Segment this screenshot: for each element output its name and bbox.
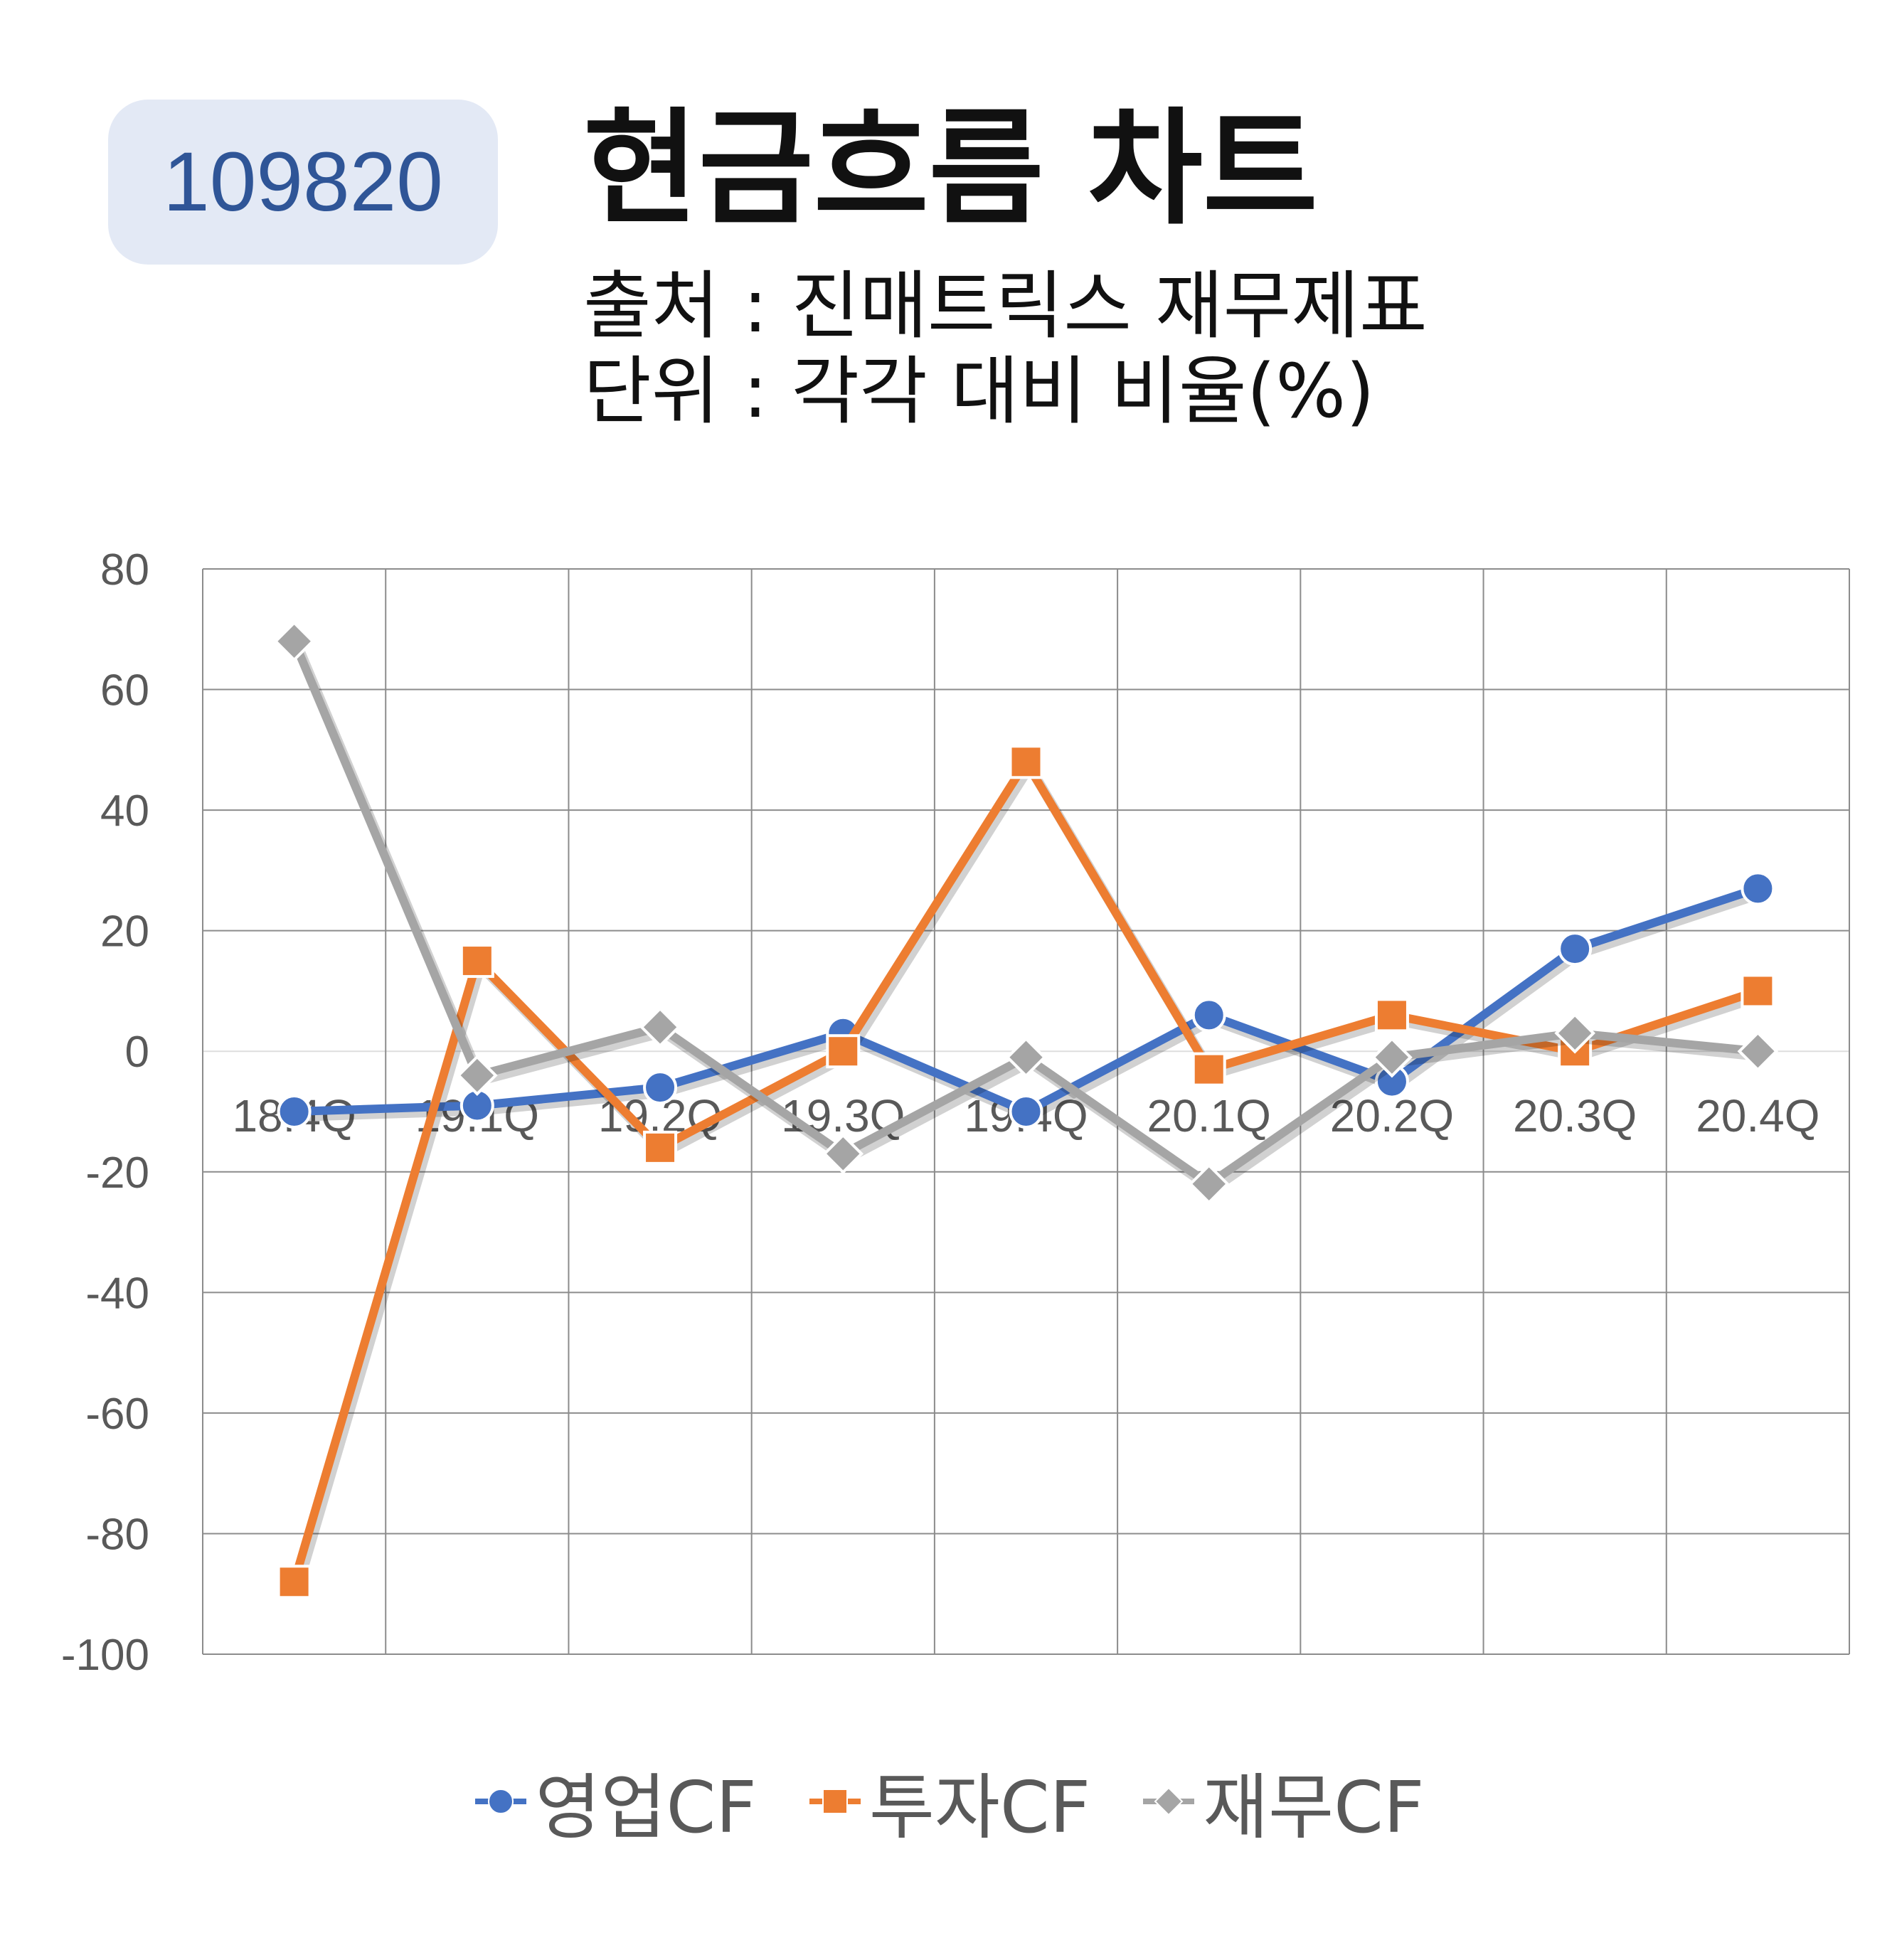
data-point (1374, 998, 1409, 1033)
y-tick-label: 40 (100, 787, 149, 836)
legend-marker (488, 1788, 514, 1814)
data-point (1741, 974, 1775, 1008)
stock-code: 109820 (163, 135, 443, 229)
series-lines (273, 620, 1779, 1599)
y-axis-ticks: 80 60 40 20 0 -20 -40 -60 -80 -100 (61, 545, 149, 1680)
x-tick-label: 20.3Q (1513, 1090, 1637, 1141)
series-3 (273, 620, 1779, 1205)
data-point (1009, 1094, 1043, 1129)
legend: 영업CF 투자CF 재무CF (0, 1749, 1897, 1853)
data-point (643, 1130, 678, 1165)
data-point (459, 944, 494, 979)
y-tick-label: -20 (85, 1149, 149, 1198)
data-point (1554, 1012, 1595, 1054)
data-point (643, 1070, 678, 1105)
legend-marker (1154, 1786, 1184, 1816)
chart-title: 현금흐름 차트 (583, 96, 1318, 242)
y-tick-label: 20 (100, 907, 149, 957)
data-point (1005, 1036, 1047, 1078)
legend-swatch (475, 1788, 527, 1814)
data-point (277, 1565, 312, 1599)
data-point (1188, 1163, 1230, 1205)
data-point (639, 1006, 681, 1048)
legend-marker (822, 1788, 848, 1814)
series-1 (277, 871, 1775, 1129)
data-point (277, 1094, 312, 1129)
y-tick-label: 60 (100, 666, 149, 715)
y-tick-label: -40 (85, 1269, 149, 1318)
y-tick-label: 0 (125, 1028, 149, 1077)
data-point (1558, 932, 1593, 966)
legend-item: 투자CF (807, 1749, 1090, 1853)
data-point (1191, 1052, 1226, 1087)
y-tick-label: -100 (61, 1631, 149, 1680)
legend-label: 재무CF (1203, 1766, 1425, 1849)
x-tick-label: 20.1Q (1147, 1090, 1271, 1141)
data-point (826, 1034, 861, 1069)
y-tick-label: -60 (85, 1390, 149, 1439)
data-point (1737, 1030, 1779, 1072)
data-point (1371, 1036, 1413, 1078)
grid (202, 568, 1850, 1655)
data-point (273, 620, 315, 662)
stock-code-badge: 109820 (108, 100, 498, 265)
data-point (1741, 871, 1775, 906)
data-point (822, 1133, 864, 1175)
legend-label: 영업CF (535, 1766, 757, 1849)
legend-item: 영업CF (472, 1749, 757, 1853)
data-point (1009, 745, 1043, 779)
legend-swatch (809, 1788, 861, 1814)
x-tick-label: 20.4Q (1696, 1090, 1819, 1141)
data-point (457, 1055, 498, 1096)
y-tick-label: -80 (85, 1510, 149, 1559)
legend-label: 투자CF (868, 1766, 1091, 1849)
data-point (1191, 998, 1226, 1033)
y-tick-label: 80 (100, 545, 149, 595)
legend-item: 재무CF (1140, 1749, 1425, 1853)
unit-line: 단위 : 각각 대비 비율(%) (583, 348, 1375, 435)
source-line: 출처 : 진매트릭스 재무제표 (583, 262, 1428, 349)
x-tick-label: 20.2Q (1330, 1090, 1454, 1141)
legend-swatch (1143, 1786, 1195, 1816)
series-line-shadow (292, 762, 1763, 1589)
